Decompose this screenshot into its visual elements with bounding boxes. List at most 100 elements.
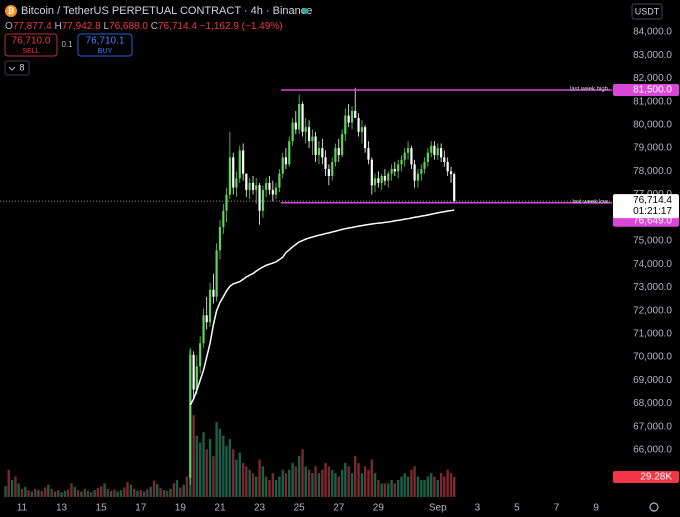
candle-body — [248, 182, 251, 190]
volume-bar — [271, 473, 275, 497]
volume-bar — [377, 479, 380, 497]
volume-bar — [406, 476, 410, 497]
candle-body — [274, 187, 278, 195]
settings-icon[interactable] — [649, 502, 659, 512]
volume-bar — [452, 477, 456, 497]
y-tick-label: 66,000.0 — [633, 445, 672, 456]
volume-bar — [232, 449, 235, 497]
indicators-count[interactable]: 8 — [19, 62, 24, 72]
volume-bar — [93, 490, 96, 497]
candle-body — [228, 157, 231, 195]
coin-icon — [5, 5, 17, 17]
volume-bar — [60, 492, 63, 497]
volume-bar — [354, 456, 357, 497]
candle-body — [278, 173, 281, 188]
candle-body — [208, 289, 212, 323]
volume-bar — [43, 487, 47, 497]
volume-bar — [14, 476, 17, 497]
candle-body — [350, 110, 354, 123]
sell-box[interactable] — [4, 33, 58, 57]
volume-bar — [235, 459, 238, 497]
buy-label[interactable]: BUY — [98, 48, 113, 55]
volume-bar — [334, 473, 337, 497]
y-tick-label: 83,000.0 — [633, 50, 672, 61]
sell-label[interactable]: SELL — [22, 48, 39, 55]
candle-body — [430, 145, 433, 153]
countdown-label: 01:21:17 — [633, 206, 672, 217]
currency-box[interactable] — [631, 3, 663, 20]
candle-body — [341, 134, 344, 156]
volume-bar — [390, 479, 393, 497]
volume-bar — [357, 462, 360, 497]
volume-bar — [360, 473, 364, 497]
candle-body — [397, 164, 400, 172]
y-tick-label: 69,000.0 — [633, 375, 672, 386]
candle-body — [245, 173, 248, 190]
volume-bar — [245, 466, 248, 497]
candle-body — [235, 178, 238, 188]
volume-bar — [215, 422, 218, 497]
candle-body — [284, 157, 288, 165]
y-tick-label: 78,000.0 — [633, 166, 672, 177]
volume-bar — [86, 490, 90, 497]
y-tick-label: 67,000.0 — [633, 421, 672, 432]
volume-bar — [119, 490, 123, 497]
order-qty[interactable]: 0.1 — [61, 40, 73, 49]
volume-bar — [66, 489, 70, 497]
plot-area: last week high last week low — [0, 87, 612, 497]
currency-label[interactable]: USDT — [635, 6, 660, 16]
volume-bar — [311, 473, 314, 497]
y-tick-label: 73,000.0 — [633, 282, 672, 293]
y-tick-label: 68,000.0 — [633, 398, 672, 409]
volume-bar — [165, 490, 169, 497]
volume-bar — [172, 483, 176, 497]
volume-bar — [169, 488, 172, 497]
indicators-toggle[interactable]: 8 — [4, 60, 30, 76]
candle-body — [416, 173, 420, 181]
volume-bar — [327, 466, 331, 497]
volume-bar — [337, 476, 340, 497]
settings-button[interactable] — [649, 502, 659, 512]
volume-bar — [439, 473, 443, 497]
currency-button[interactable]: USDT — [631, 3, 663, 20]
volume-bar — [222, 435, 225, 497]
y-tick-label: 70,000.0 — [633, 352, 672, 363]
volume-bar — [383, 483, 387, 497]
volume-bar — [57, 490, 60, 497]
buy-price[interactable]: 76,710.1 — [86, 36, 125, 47]
volume-bar — [284, 473, 288, 497]
volume-bar — [99, 486, 103, 497]
candle-body — [440, 148, 443, 158]
chevron-icon[interactable] — [8, 66, 16, 71]
candle-body — [423, 162, 426, 169]
buy-box[interactable] — [77, 33, 133, 57]
candle-body — [225, 194, 228, 211]
indicators-box[interactable] — [4, 60, 30, 76]
volume-bar — [116, 491, 119, 497]
volume-bar — [205, 449, 208, 497]
y-tick-label: 80,000.0 — [633, 120, 672, 131]
volume-bar — [225, 445, 228, 497]
candle-body — [199, 343, 202, 367]
volume-bar — [218, 428, 222, 497]
volume-bar — [238, 452, 241, 497]
volume-bar — [301, 449, 304, 497]
volume-bar — [380, 483, 383, 497]
volume-bar — [321, 469, 324, 497]
candle-body — [218, 227, 222, 251]
buy-button[interactable]: 76,710.1 BUY — [77, 33, 133, 57]
candle-body — [258, 185, 261, 211]
sell-button[interactable]: 76,710.0 SELL — [4, 33, 58, 57]
candle-body — [261, 189, 265, 211]
y-tick-label: 81,000.0 — [633, 96, 672, 107]
sell-price[interactable]: 76,710.0 — [12, 36, 51, 47]
volume-bar — [297, 456, 301, 497]
ohlc-key: O — [5, 21, 13, 32]
volume-bar — [288, 469, 291, 497]
volume-bar — [80, 491, 83, 497]
volume-bar — [228, 439, 232, 497]
candle-body — [324, 157, 327, 169]
candle-body — [298, 103, 301, 130]
candle-body — [377, 178, 380, 183]
